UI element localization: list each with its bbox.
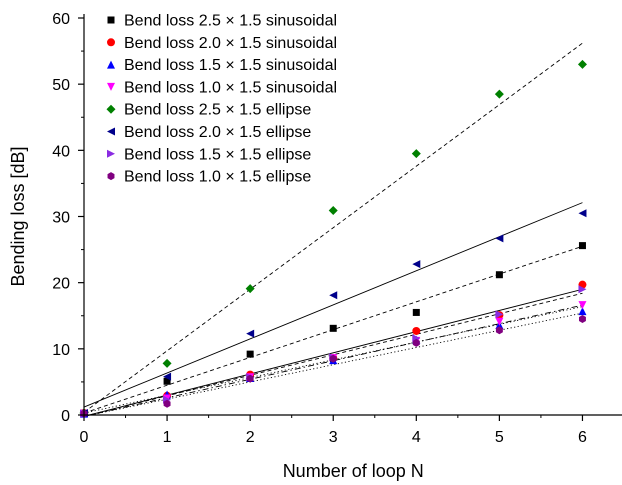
data-point-series-2	[412, 326, 421, 335]
y-tick-label: 10	[52, 342, 70, 359]
data-point-series-1	[163, 377, 171, 385]
data-point-series-6	[329, 291, 338, 300]
axes	[83, 14, 622, 416]
data-point-series-6	[578, 209, 587, 218]
data-point-series-7	[495, 310, 504, 319]
data-point-series-6	[495, 234, 504, 243]
data-point-series-8	[329, 354, 337, 363]
x-tick-label: 0	[80, 429, 89, 446]
legend-label-series-2: Bend loss 2.0 × 1.5 sinusoidal	[124, 35, 337, 52]
y-tick-label: 40	[52, 143, 70, 160]
data-point-series-8	[495, 326, 503, 335]
data-point-series-5	[411, 149, 421, 159]
y-tick-label: 60	[52, 11, 70, 28]
y-axis-ticks: 0 10 20 30 40 50 60	[52, 11, 84, 425]
data-point-series-1	[495, 271, 503, 279]
data-point-series-1	[329, 324, 337, 332]
data-point-series-3	[578, 307, 587, 316]
y-tick-label: 30	[52, 210, 70, 227]
data-point-series-5	[494, 89, 504, 99]
data-point-series-1	[412, 308, 420, 316]
legend-label-series-4: Bend loss 1.0 × 1.5 sinusoidal	[124, 79, 337, 96]
data-point-series-6	[163, 372, 172, 381]
y-tick-label: 0	[61, 408, 70, 425]
data-point-series-1	[246, 350, 254, 358]
x-tick-label: 5	[495, 429, 504, 446]
x-tick-label: 4	[412, 429, 421, 446]
data-point-series-1	[578, 242, 586, 250]
data-point-series-8	[163, 399, 171, 408]
data-point-series-8	[412, 338, 420, 347]
y-tick-label: 50	[52, 77, 70, 94]
data-point-series-5	[577, 59, 587, 69]
legend-marker-series-5	[106, 104, 116, 114]
data-point-series-5	[328, 206, 338, 216]
data-point-series-4	[495, 317, 504, 326]
fit-line-series-6	[83, 202, 583, 408]
data-point-series-5	[245, 284, 255, 294]
legend-marker-series-1	[107, 16, 115, 24]
legend-label-series-3: Bend loss 1.5 × 1.5 sinusoidal	[124, 57, 337, 74]
legend-marker-series-4	[107, 82, 115, 91]
legend-label-series-7: Bend loss 1.5 × 1.5 ellipse	[124, 146, 311, 163]
legend-marker-series-3	[107, 60, 115, 69]
data-point-series-6	[246, 329, 255, 338]
data-point-series-8	[246, 374, 254, 383]
data-point-series-4	[578, 301, 587, 310]
x-tick-label: 2	[246, 429, 255, 446]
legend-marker-series-6	[107, 127, 115, 136]
x-axis-title: Number of loop N	[283, 461, 424, 481]
data-point-series-8	[578, 315, 586, 324]
legend-label-series-5: Bend loss 2.5 × 1.5 ellipse	[124, 102, 311, 119]
x-axis-ticks: 0 1 2 3 4 5 6	[80, 415, 587, 446]
data-point-series-6	[412, 260, 421, 269]
legend-label-series-1: Bend loss 2.5 × 1.5 sinusoidal	[124, 13, 337, 30]
legend: Bend loss 2.5 × 1.5 sinusoidal Bend loss …	[106, 13, 337, 186]
legend-marker-series-7	[107, 149, 115, 158]
legend-label-series-6: Bend loss 2.0 × 1.5 ellipse	[124, 124, 311, 141]
x-tick-label: 6	[578, 429, 587, 446]
legend-marker-series-2	[107, 38, 115, 47]
fit-line-series-5	[83, 42, 583, 413]
data-markers	[79, 59, 587, 418]
legend-label-series-8: Bend loss 1.0 × 1.5 ellipse	[124, 169, 311, 186]
y-axis-title: Bending loss [dB]	[8, 146, 28, 286]
x-tick-label: 3	[329, 429, 338, 446]
data-point-series-7	[578, 285, 587, 294]
data-point-series-5	[162, 358, 172, 368]
y-tick-label: 20	[52, 276, 70, 293]
x-tick-label: 1	[163, 429, 172, 446]
legend-marker-series-8	[107, 172, 115, 181]
